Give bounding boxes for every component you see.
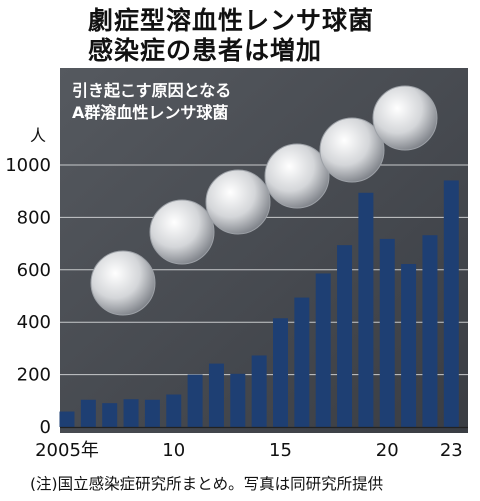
bar bbox=[294, 297, 310, 427]
coccus-shape bbox=[90, 250, 156, 316]
x-axis-ticks: 2005年 10 15 20 23 bbox=[35, 440, 463, 461]
bar bbox=[230, 373, 246, 427]
bar bbox=[144, 399, 160, 427]
bar bbox=[208, 363, 224, 427]
y-axis-ticks: 0 200 400 600 800 1000 bbox=[5, 155, 51, 438]
x-tick-label: 2005年 bbox=[35, 440, 99, 461]
bar bbox=[59, 411, 75, 427]
bar bbox=[422, 235, 438, 427]
x-tick-label: 15 bbox=[269, 440, 292, 461]
x-tick-label: 23 bbox=[440, 440, 463, 461]
chart-title: 劇症型溶血性レンサ球菌 感染症の患者は増加 bbox=[88, 6, 374, 66]
bar bbox=[102, 403, 118, 427]
coccus-shape bbox=[149, 199, 215, 265]
coccus-shape bbox=[372, 85, 438, 151]
bar bbox=[379, 238, 395, 427]
chart-title-line2: 感染症の患者は増加 bbox=[88, 36, 323, 65]
bar bbox=[80, 399, 96, 427]
y-tick-label: 200 bbox=[17, 365, 51, 386]
bar bbox=[337, 245, 353, 427]
x-tick-label: 10 bbox=[162, 440, 185, 461]
bar bbox=[251, 355, 267, 427]
bar bbox=[443, 180, 459, 427]
y-tick-label: 600 bbox=[17, 260, 51, 281]
photo-caption-line2: A群溶血性レンサ球菌 bbox=[72, 103, 228, 122]
y-tick-label: 400 bbox=[17, 312, 51, 333]
bar bbox=[187, 374, 203, 427]
y-tick-label: 0 bbox=[40, 417, 51, 438]
bacteria-photo bbox=[90, 85, 438, 316]
bar bbox=[358, 192, 374, 427]
photo-caption-line1: 引き起こす原因となる bbox=[72, 81, 231, 100]
bar bbox=[123, 399, 139, 427]
x-tick-label: 20 bbox=[376, 440, 399, 461]
source-note: (注)国立感染症研究所まとめ。写真は同研究所提供 bbox=[30, 475, 384, 493]
bar bbox=[273, 318, 288, 427]
coccus-shape bbox=[205, 169, 271, 235]
chart-title-line1: 劇症型溶血性レンサ球菌 bbox=[88, 6, 375, 35]
bars bbox=[59, 180, 468, 429]
y-tick-label: 800 bbox=[17, 207, 51, 228]
y-axis-unit: 人 bbox=[30, 126, 47, 145]
bar bbox=[315, 273, 331, 427]
y-tick-label: 1000 bbox=[5, 155, 51, 176]
coccus-shape bbox=[264, 143, 330, 209]
bar bbox=[166, 394, 182, 427]
bar bbox=[401, 264, 417, 427]
coccus-shape bbox=[319, 117, 385, 183]
